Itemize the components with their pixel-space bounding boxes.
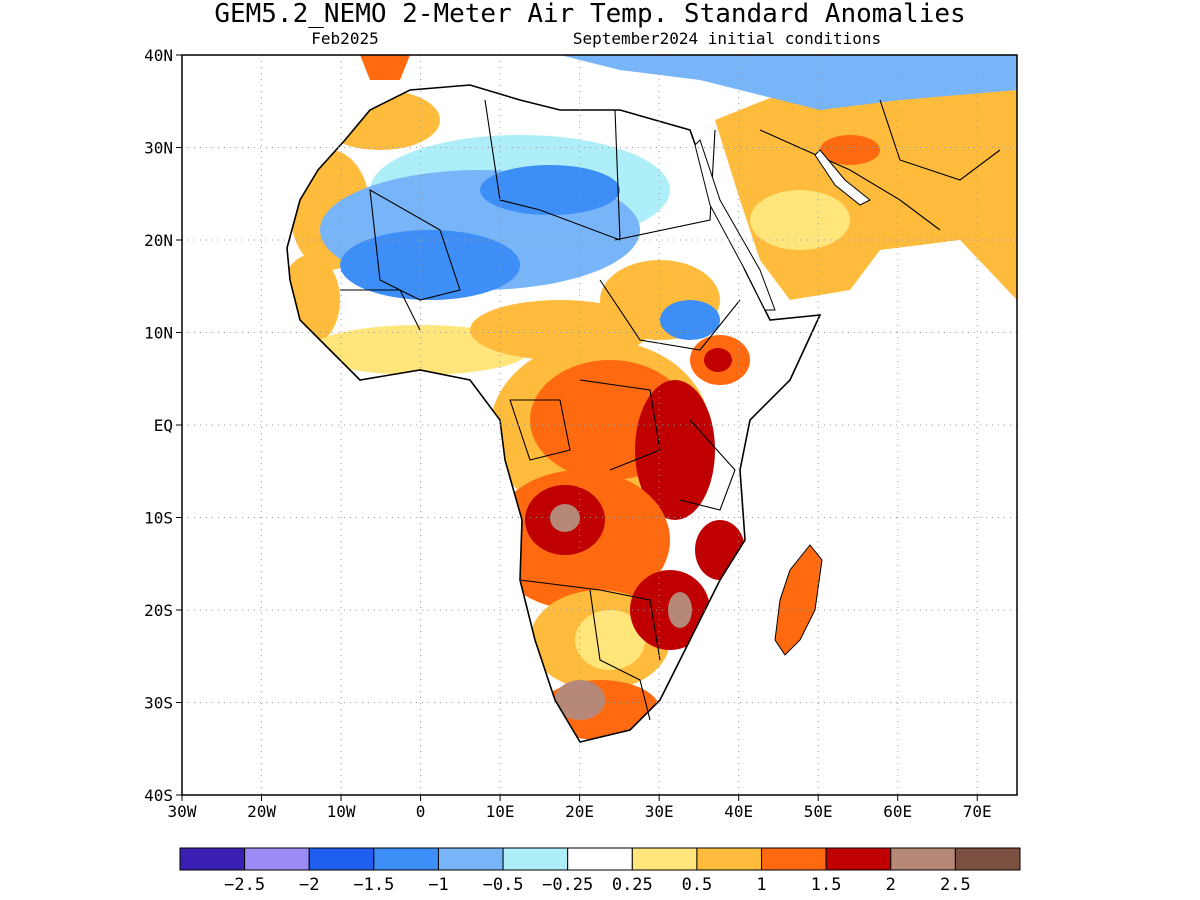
colorbar-swatch bbox=[502, 847, 569, 871]
lon-tick-label: 30W bbox=[168, 802, 197, 821]
lat-tick-label: 40S bbox=[144, 786, 173, 805]
colorbar-swatch bbox=[308, 847, 375, 871]
lat-tick-label: EQ bbox=[154, 416, 173, 435]
colorbar-label: 2 bbox=[886, 875, 896, 895]
madagascar bbox=[774, 544, 823, 656]
lon-tick-label: 70E bbox=[963, 802, 992, 821]
lat-tick-label: 20N bbox=[144, 231, 173, 250]
colorbar-swatch bbox=[179, 847, 246, 871]
lat-tick-label: 20S bbox=[144, 601, 173, 620]
colorbar-swatch bbox=[696, 847, 763, 871]
lon-tick-label: 0 bbox=[416, 802, 426, 821]
colorbar-label: −2 bbox=[299, 875, 319, 895]
colorbar-label: 1 bbox=[756, 875, 766, 895]
colorbar-label: −0.5 bbox=[483, 875, 524, 895]
colorbar-swatch bbox=[373, 847, 439, 871]
colorbar-swatch bbox=[437, 847, 504, 871]
country-borders bbox=[340, 99, 1001, 721]
colorbar-label: 2.5 bbox=[940, 875, 971, 895]
colorbar-label: 1.5 bbox=[811, 875, 842, 895]
lon-tick-label: 20W bbox=[247, 802, 276, 821]
lat-tick-label: 30N bbox=[144, 139, 173, 158]
lon-tick-label: 30E bbox=[645, 802, 674, 821]
colorbar-label: −2.5 bbox=[224, 875, 265, 895]
colorbar-swatch bbox=[825, 847, 892, 871]
chart-title: GEM5.2_NEMO 2-Meter Air Temp. Standard A… bbox=[214, 0, 965, 29]
north-cool-shading bbox=[560, 55, 1017, 110]
lon-tick-label: 10E bbox=[486, 802, 515, 821]
colorbar-label: −1 bbox=[428, 875, 448, 895]
colorbar-label: 0.25 bbox=[612, 875, 653, 895]
latitude-axis: 40N 30N 20N 10N EQ 10S 20S 30S 40S bbox=[144, 46, 182, 805]
lat-tick-label: 30S bbox=[144, 694, 173, 713]
colorbar-label: −1.5 bbox=[353, 875, 394, 895]
colorbar-label: 0.5 bbox=[682, 875, 713, 895]
lon-tick-label: 40E bbox=[724, 802, 753, 821]
lon-tick-label: 50E bbox=[804, 802, 833, 821]
colorbar-swatch bbox=[761, 847, 827, 871]
colorbar-swatch bbox=[890, 847, 956, 871]
colorbar: −2.5 −2 −1.5 −1 −0.5 −0.25 0.25 0.5 1 1.5 2 2.5 bbox=[179, 847, 1021, 895]
lon-tick-label: 60E bbox=[883, 802, 912, 821]
colorbar-swatch bbox=[567, 847, 633, 871]
lat-tick-label: 40N bbox=[144, 46, 173, 65]
lon-tick-label: 20E bbox=[565, 802, 594, 821]
lat-tick-label: 10N bbox=[144, 324, 173, 343]
lon-tick-label: 10W bbox=[327, 802, 356, 821]
lat-tick-label: 10S bbox=[144, 509, 173, 528]
colorbar-swatch bbox=[244, 847, 310, 871]
colorbar-swatch bbox=[954, 847, 1021, 871]
init-conditions: September2024 initial conditions bbox=[573, 29, 881, 48]
colorbar-label: −0.25 bbox=[542, 875, 593, 895]
longitude-axis: 30W 20W 10W 0 10E 20E 30E 40E 50E 60E 70E bbox=[168, 795, 992, 821]
valid-month: Feb2025 bbox=[311, 29, 378, 48]
colorbar-swatch bbox=[631, 847, 698, 871]
